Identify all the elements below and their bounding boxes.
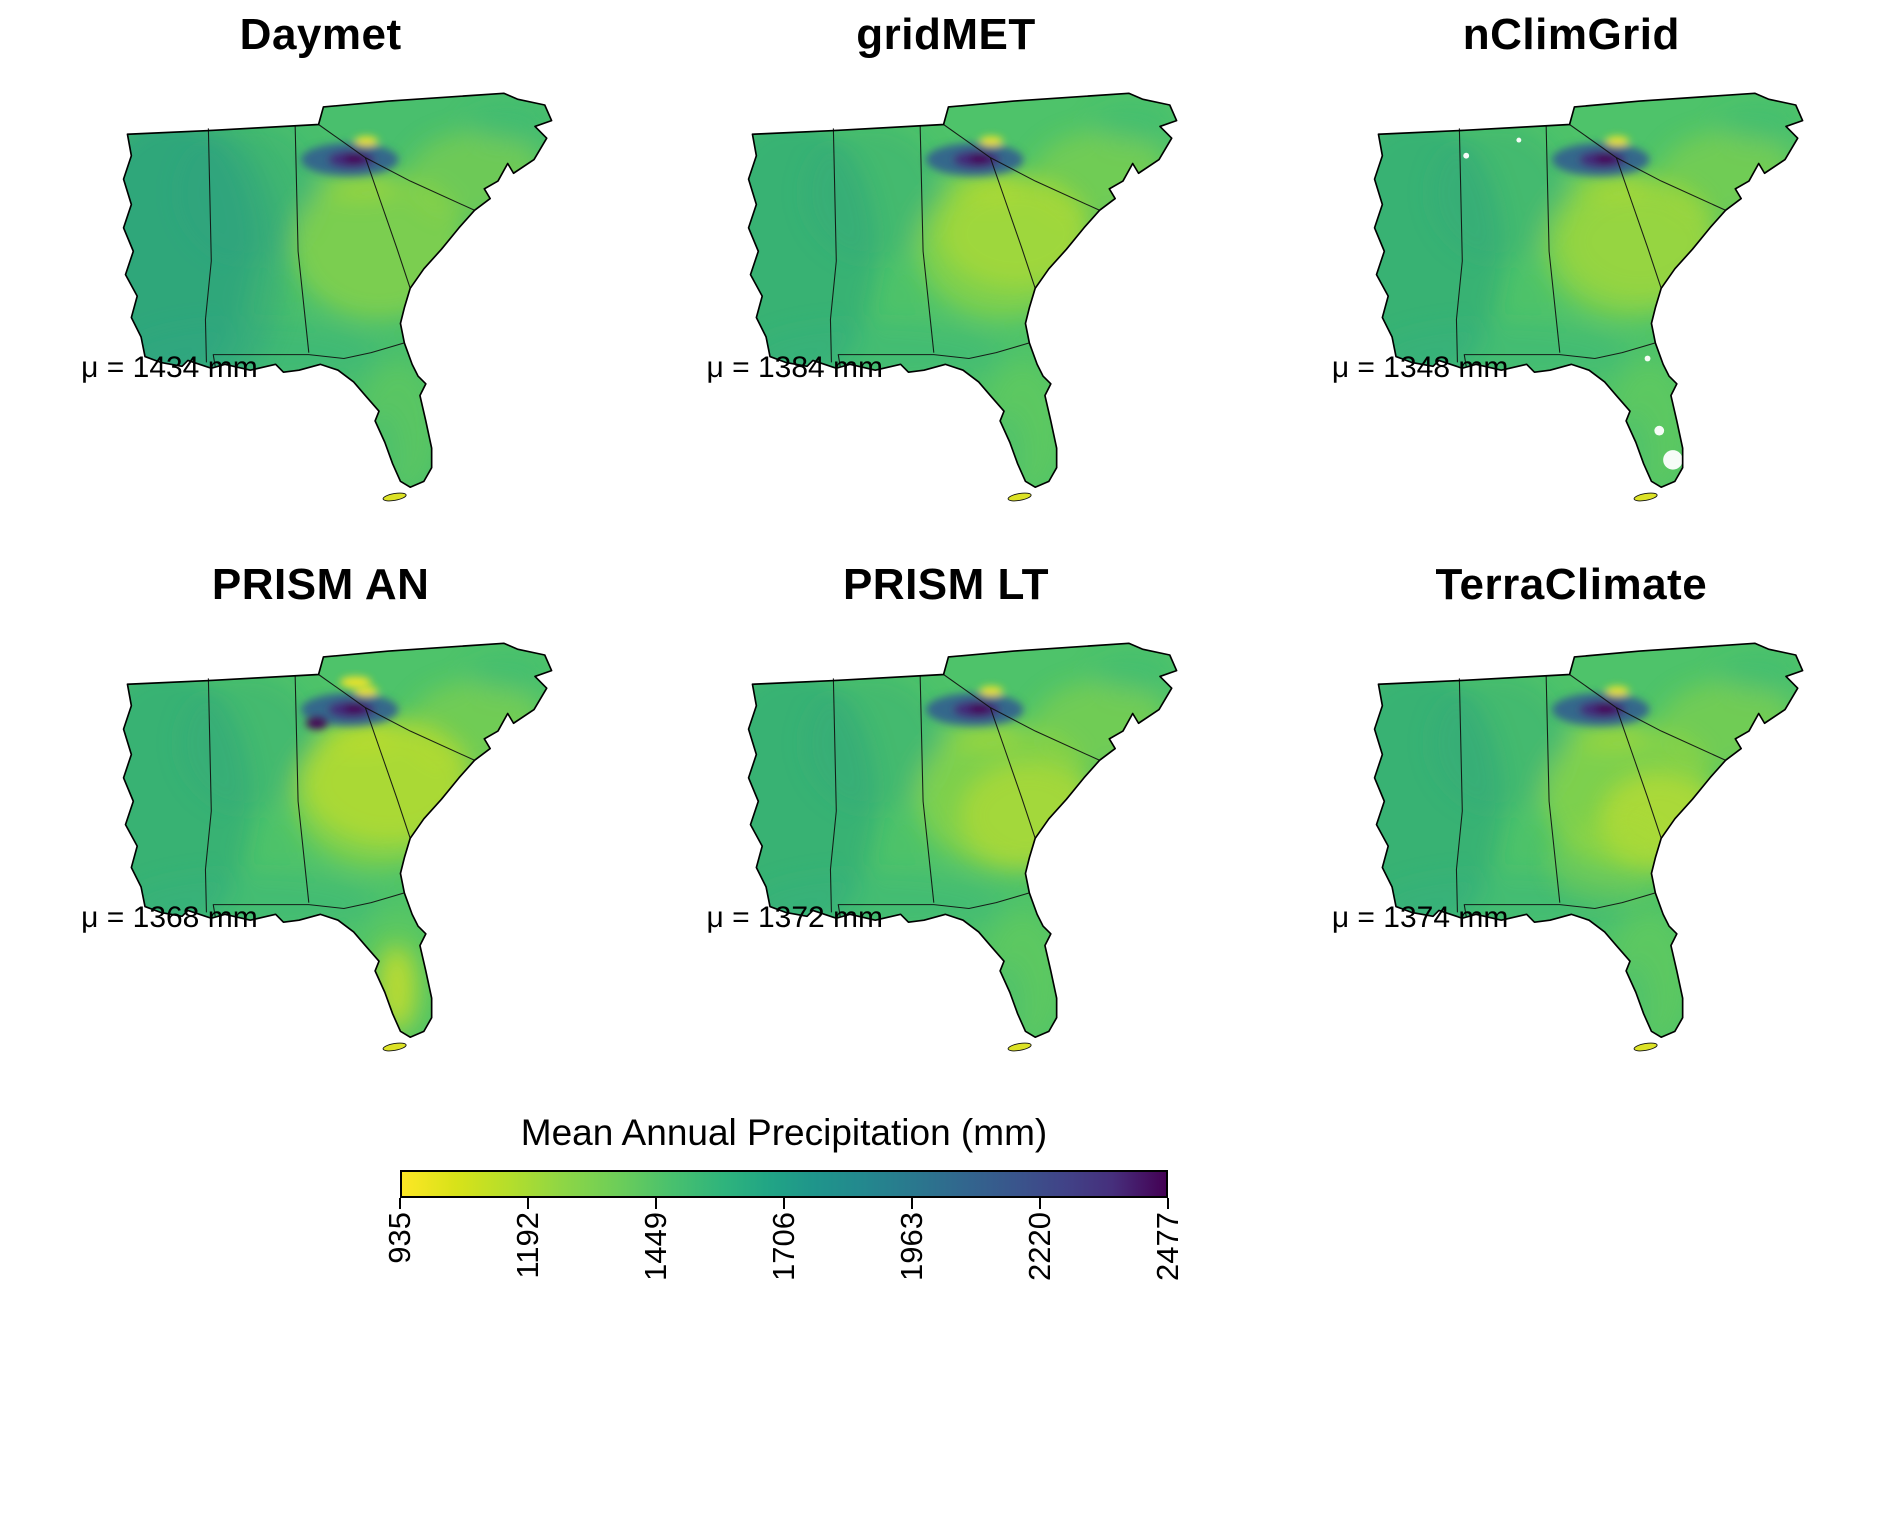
panel-title-terraclimate: TerraClimate — [1435, 560, 1708, 609]
map-wrap-terraclimate: μ = 1374 mm — [1318, 616, 1825, 1084]
tick-label: 1192 — [509, 1212, 545, 1279]
panel-title-prism-lt: PRISM LT — [842, 560, 1050, 609]
precip-map-prism-an — [122, 642, 553, 1052]
mean-label-prism-an: μ = 1368 mm — [81, 901, 258, 935]
colorbar-tick: 1963 — [894, 1198, 930, 1281]
colorbar-section: Mean Annual Precipitation (mm) 935 1192 … — [0, 1112, 1892, 1306]
map-wrap-nclimgrid: μ = 1348 mm — [1318, 66, 1825, 534]
panel-gridmet: gridMET μ = 1384 mm — [633, 10, 1258, 534]
map-wrap-prism-lt: μ = 1372 mm — [692, 616, 1199, 1084]
colorbar-gradient — [400, 1170, 1168, 1198]
colorbar-tick: 1449 — [638, 1198, 674, 1281]
florida-keys — [1633, 1042, 1658, 1052]
colorbar-tick: 2477 — [1150, 1198, 1186, 1281]
mean-label-terraclimate: μ = 1374 mm — [1331, 901, 1509, 935]
colorbar-tick: 1192 — [510, 1198, 546, 1279]
colorbar-scale: 935 1192 1449 1706 1963 — [382, 1170, 1185, 1306]
map-wrap-daymet: μ = 1434 mm — [67, 66, 574, 534]
precip-map-terraclimate — [1373, 642, 1804, 1052]
tick-mark — [1166, 1198, 1170, 1209]
panel-title-nclimgrid: nClimGrid — [1462, 10, 1680, 59]
panel-title-prism-an: PRISM AN — [211, 560, 430, 609]
florida-keys — [382, 492, 407, 502]
precip-map-gridmet — [748, 92, 1178, 502]
tick-label: 2220 — [1021, 1212, 1057, 1281]
colorbar-tick: 1706 — [766, 1198, 802, 1281]
mean-label-gridmet: μ = 1384 mm — [706, 351, 884, 385]
precip-map-nclimgrid — [1373, 92, 1804, 502]
map-wrap-prism-an: μ = 1368 mm — [67, 616, 574, 1084]
tick-mark — [654, 1198, 658, 1209]
panel-terraclimate: TerraClimate μ = 1374 mm — [1259, 560, 1884, 1084]
precip-map-daymet — [122, 92, 553, 502]
panel-daymet: Daymet μ = 1434 mm — [8, 10, 633, 534]
figure: Daymet μ = 1434 mm — [0, 10, 1892, 1306]
tick-label: 2477 — [1150, 1212, 1185, 1281]
colorbar-title: Mean Annual Precipitation (mm) — [520, 1112, 1048, 1153]
colorbar-ticks: 935 1192 1449 1706 1963 — [382, 1198, 1185, 1306]
florida-keys — [1633, 492, 1658, 502]
tick-label: 1449 — [637, 1212, 673, 1281]
tick-label: 1963 — [893, 1212, 929, 1281]
map-grid: Daymet μ = 1434 mm — [0, 10, 1892, 1084]
florida-keys — [1008, 492, 1033, 502]
panel-title-daymet: Daymet — [239, 10, 402, 59]
tick-mark — [910, 1198, 914, 1209]
colorbar-tick: 935 — [382, 1198, 418, 1264]
panel-prism-lt: PRISM LT μ = 1372 mm — [633, 560, 1258, 1084]
tick-mark — [1038, 1198, 1042, 1209]
panel-nclimgrid: nClimGrid — [1259, 10, 1884, 534]
tick-mark — [526, 1198, 530, 1209]
mean-label-prism-lt: μ = 1372 mm — [706, 901, 884, 935]
map-wrap-gridmet: μ = 1384 mm — [692, 66, 1199, 534]
panel-prism-an: PRISM AN μ = 1368 mm — [8, 560, 633, 1084]
tick-mark — [782, 1198, 786, 1209]
mean-label-nclimgrid: μ = 1348 mm — [1331, 351, 1509, 385]
mean-label-daymet: μ = 1434 mm — [81, 351, 258, 385]
precip-map-prism-lt — [748, 642, 1178, 1052]
colorbar-tick: 2220 — [1022, 1198, 1058, 1281]
tick-mark — [398, 1198, 402, 1209]
florida-keys — [1008, 1042, 1033, 1052]
tick-label: 1706 — [766, 1212, 801, 1281]
tick-label: 935 — [382, 1212, 417, 1264]
florida-keys — [382, 1042, 407, 1052]
panel-title-gridmet: gridMET — [856, 10, 1036, 59]
